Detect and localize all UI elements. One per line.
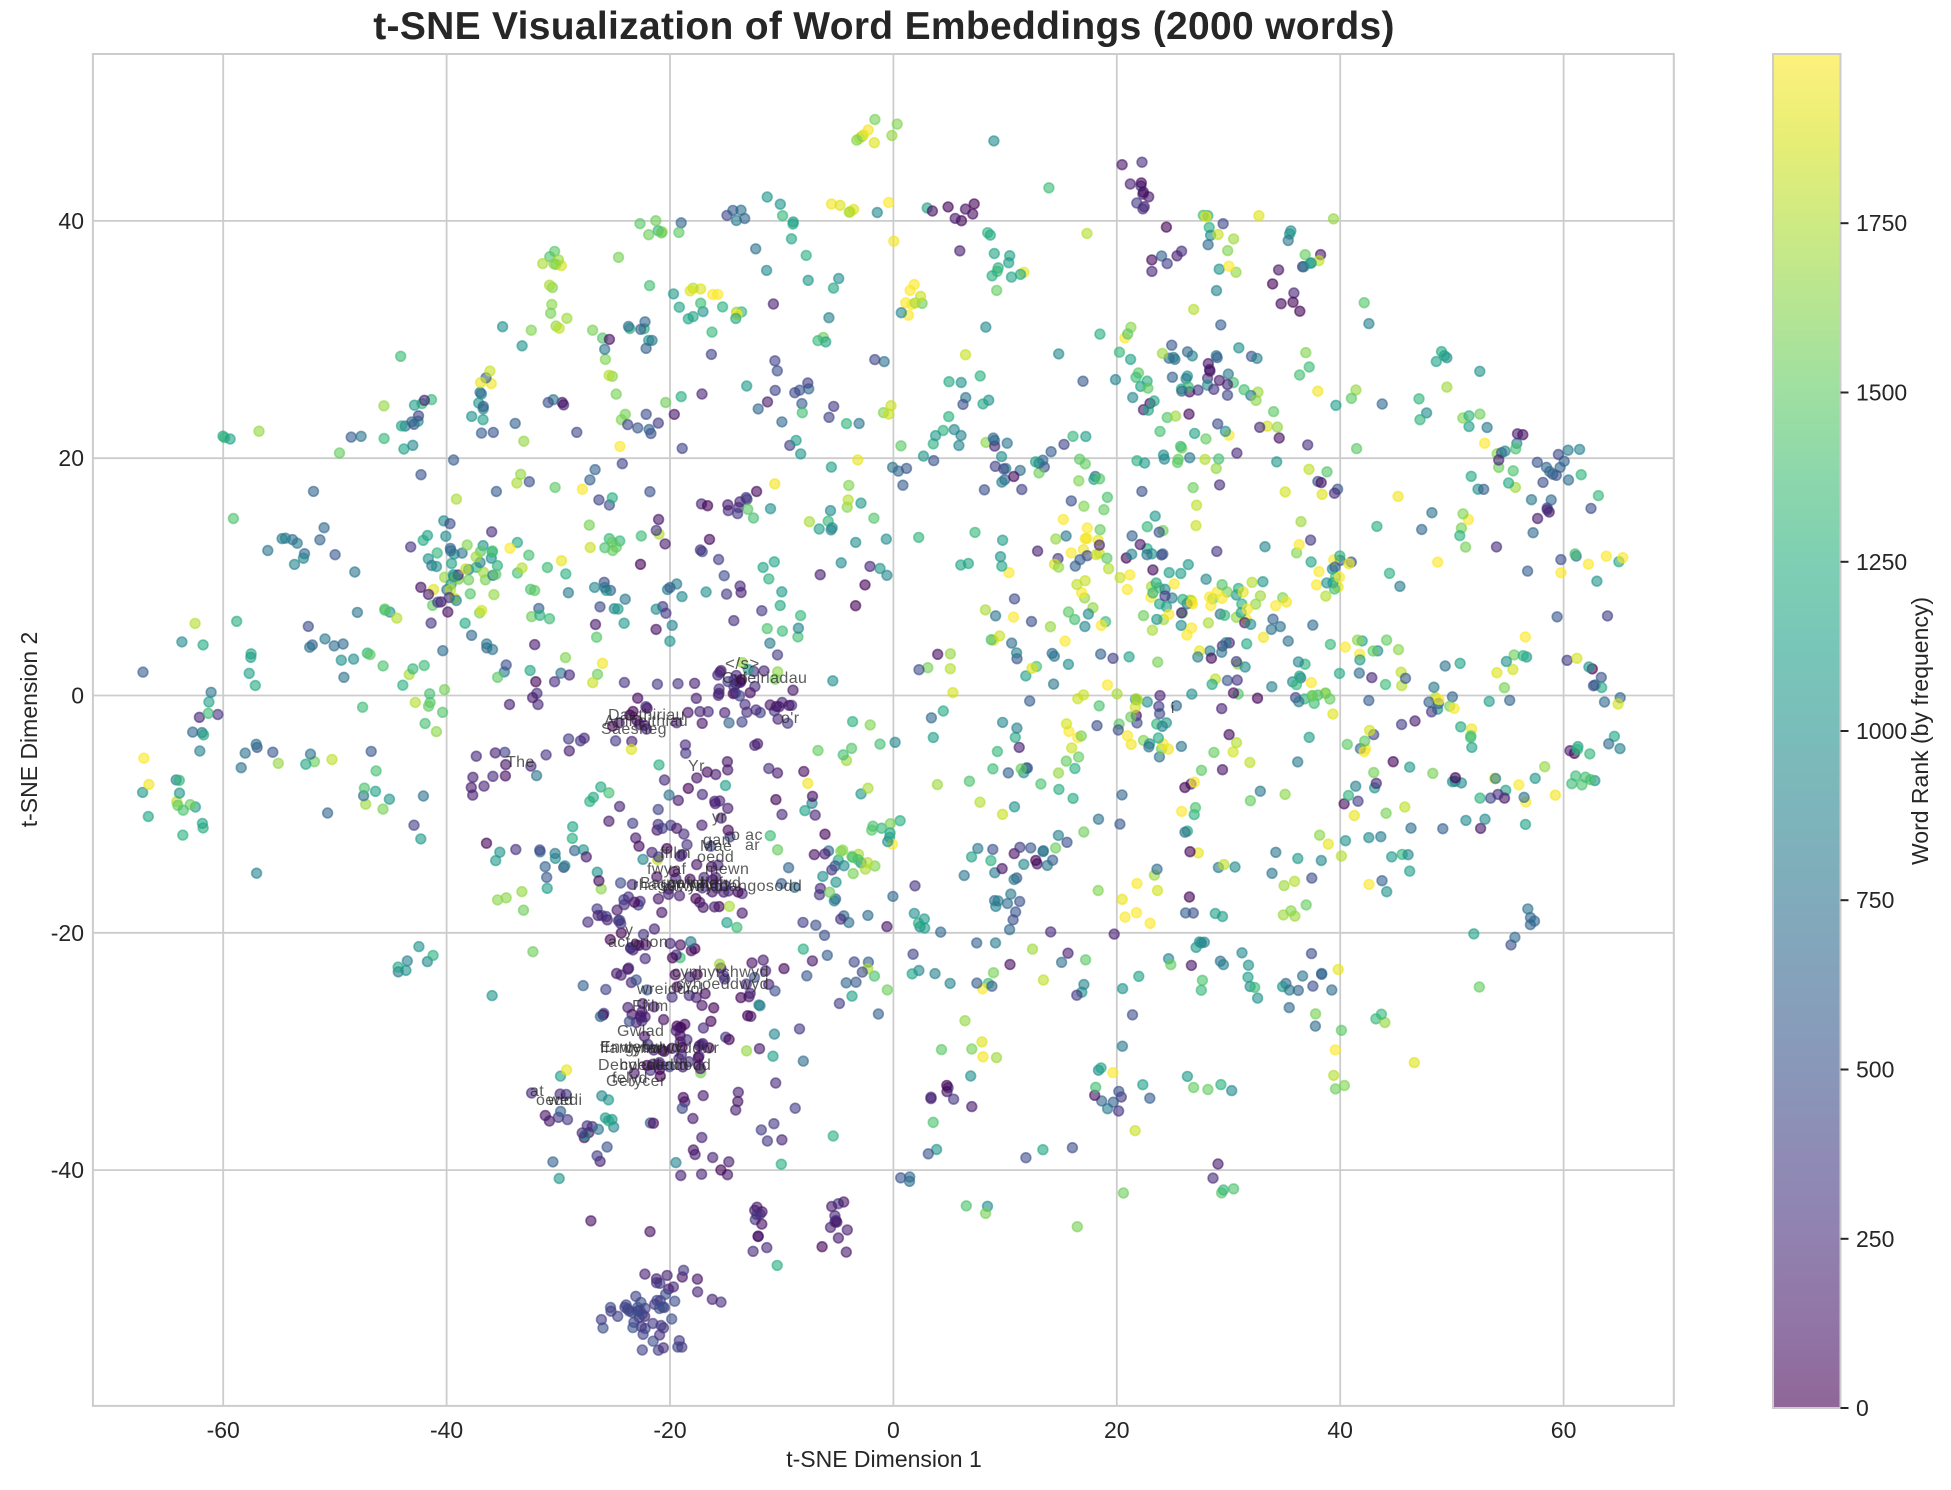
svg-text:o'r: o'r [781, 710, 800, 727]
svg-text:mewn: mewn [705, 861, 749, 878]
svg-text:yr: yr [712, 809, 726, 826]
svg-text:750: 750 [1856, 887, 1894, 913]
svg-text:ymddangosodd: ymddangosodd [688, 878, 802, 895]
svg-text:ar: ar [745, 837, 760, 854]
svg-text:wedi: wedi [547, 1092, 583, 1109]
svg-text:0: 0 [1856, 1395, 1869, 1421]
svg-text:fwyaf: fwyaf [647, 861, 686, 878]
svg-text:Daethiriau: Daethiriau [608, 707, 685, 724]
svg-text:felyd: felyd [612, 1070, 648, 1087]
svg-text:-60: -60 [207, 1417, 240, 1443]
svg-text:</s>: </s> [725, 654, 760, 673]
svg-text:Word Rank (by frequency): Word Rank (by frequency) [1907, 597, 1933, 865]
svg-text:1250: 1250 [1856, 549, 1907, 575]
svg-text:wreiddiol: wreiddiol [636, 981, 704, 998]
svg-text:0: 0 [71, 683, 84, 709]
svg-text:hefyd: hefyd [700, 875, 741, 892]
svg-text:-20: -20 [51, 920, 84, 946]
svg-text:250: 250 [1856, 1226, 1894, 1252]
svg-text:cafodd: cafodd [668, 875, 718, 892]
svg-text:1000: 1000 [1856, 718, 1907, 744]
svg-text:actorion: actorion [608, 934, 668, 951]
svg-text:cyhoeddwyd: cyhoeddwyd [676, 976, 769, 993]
svg-text:1500: 1500 [1856, 380, 1907, 406]
svg-text:t-SNE Dimension 1: t-SNE Dimension 1 [786, 1446, 982, 1472]
svg-text:sawlwyd: sawlwyd [660, 878, 723, 895]
svg-text:t-SNE Dimension 2: t-SNE Dimension 2 [16, 632, 42, 828]
svg-text:at: at [530, 1083, 544, 1100]
svg-text:t-SNE Visualization of Word Em: t-SNE Visualization of Word Embeddings (… [373, 5, 1395, 48]
svg-text:i: i [1171, 700, 1175, 717]
svg-text:ffanlynol: ffanlynol [600, 1040, 663, 1057]
svg-text:gan: gan [703, 832, 731, 849]
svg-text:Dehoedledd: Dehoedledd [598, 1057, 688, 1074]
svg-text:Mae: Mae [700, 838, 732, 855]
svg-text:Yr: Yr [688, 758, 705, 775]
svg-text:1750: 1750 [1856, 210, 1907, 236]
svg-text:Amheithiau: Amheithiau [604, 713, 688, 730]
svg-text:o ac: o ac [731, 827, 763, 844]
svg-text:60: 60 [1551, 1417, 1577, 1443]
svg-text:Cyfeiriadau: Cyfeiriadau [722, 670, 807, 687]
svg-text:20: 20 [58, 445, 84, 471]
svg-text:Ffilm: Ffilm [632, 998, 669, 1015]
svg-text:40: 40 [1327, 1417, 1353, 1443]
svg-text:Enwebwyd: Enwebwyd [600, 1039, 681, 1056]
svg-text:Barnwyd: Barnwyd [640, 875, 705, 892]
svg-text:0: 0 [887, 1417, 900, 1443]
svg-text:cynhyrchwyd: cynhyrchwyd [672, 964, 769, 981]
svg-text:y: y [625, 922, 633, 939]
svg-text:-40: -40 [430, 1417, 463, 1443]
svg-text:Saesneg: Saesneg [601, 721, 667, 738]
svg-text:-20: -20 [653, 1417, 686, 1443]
svg-text:Gwlad: Gwlad [617, 1023, 664, 1040]
svg-text:The: The [506, 754, 535, 771]
svg-text:oedd: oedd [536, 1092, 573, 1109]
svg-text:Gerycer: Gerycer [606, 1073, 666, 1090]
svg-text:cyhoeddodd: cyhoeddodd [620, 1057, 711, 1074]
svg-text:500: 500 [1856, 1057, 1894, 1083]
svg-text:-40: -40 [51, 1157, 84, 1183]
svg-text:20: 20 [1104, 1417, 1130, 1443]
svg-text:oedd: oedd [697, 849, 734, 866]
svg-text:rhagor: rhagor [633, 877, 682, 894]
svg-text:ffilm: ffilm [660, 845, 691, 862]
svg-text:gyfarwyddwr: gyfarwyddwr [625, 1040, 719, 1057]
svg-text:40: 40 [58, 208, 84, 234]
